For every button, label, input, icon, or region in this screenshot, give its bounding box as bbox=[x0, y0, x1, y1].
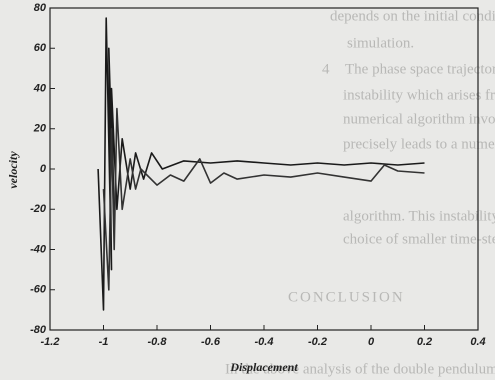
x-tick-label: -0.2 bbox=[308, 336, 327, 348]
y-tick-label: 80 bbox=[34, 2, 47, 14]
y-tick-label: -80 bbox=[30, 324, 47, 336]
background-line: depends on the initial conditions used i… bbox=[330, 8, 495, 24]
y-tick-label: -40 bbox=[30, 243, 47, 255]
x-tick-label: -0.8 bbox=[148, 336, 168, 348]
trajectory-line bbox=[102, 107, 425, 291]
background-line: numerical algorithm involved. The use of bbox=[343, 111, 495, 127]
x-tick-label: 0.4 bbox=[470, 336, 485, 348]
background-line: simulation. bbox=[347, 35, 414, 51]
x-tick-label: 0.2 bbox=[417, 336, 432, 348]
x-axis-label: Displacement bbox=[229, 360, 298, 374]
plot-frame bbox=[49, 7, 479, 331]
x-tick-label: -1.2 bbox=[41, 336, 60, 348]
y-tick-label: 0 bbox=[40, 163, 47, 175]
x-tick-label: 0 bbox=[368, 336, 375, 348]
y-tick-label: 20 bbox=[33, 123, 47, 135]
background-line: In the above analysis of the double pend… bbox=[225, 361, 495, 377]
background-line: instability which arises from the instab… bbox=[343, 87, 495, 103]
background-line: algorithm. This instability can be remov… bbox=[343, 208, 495, 224]
y-tick-label: -20 bbox=[30, 203, 47, 215]
x-tick-label: -1 bbox=[99, 336, 109, 348]
background-line: precisely leads to a numerical instabili… bbox=[343, 136, 495, 152]
y-tick-label: 40 bbox=[33, 82, 47, 94]
background-line: CONCLUSION bbox=[288, 289, 405, 305]
background-text: depends on the initial conditions used i… bbox=[225, 8, 495, 377]
x-tick-label: -0.6 bbox=[201, 336, 221, 348]
background-line: The phase space trajectories indicate bbox=[345, 61, 495, 77]
background-line: choice of smaller time-step bbox=[343, 231, 495, 247]
background-line: 4 bbox=[322, 61, 330, 77]
y-tick-label: 60 bbox=[34, 42, 47, 54]
y-axis-label: velocity bbox=[6, 151, 20, 189]
trajectory-line bbox=[97, 17, 425, 311]
x-tick-label: -0.4 bbox=[255, 336, 274, 348]
y-tick-label: -60 bbox=[30, 284, 47, 296]
